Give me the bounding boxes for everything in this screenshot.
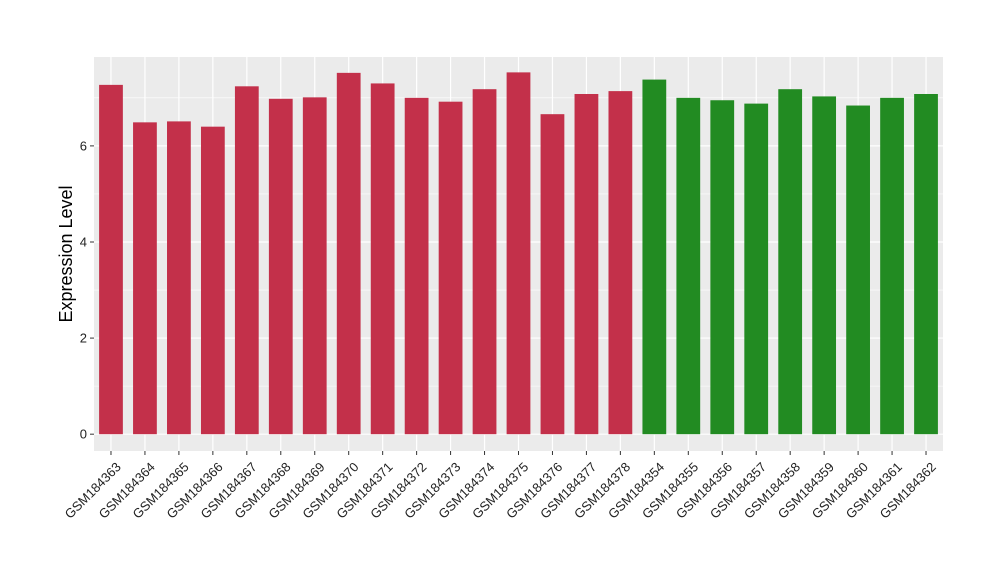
bar-gsm184373 bbox=[438, 101, 463, 435]
bar-gsm184365 bbox=[167, 121, 191, 435]
y-axis-label: Expression Level bbox=[56, 185, 76, 322]
bar-gsm184377 bbox=[574, 93, 599, 435]
bar-gsm184375 bbox=[506, 72, 531, 435]
bar-gsm184371 bbox=[370, 83, 395, 435]
bar-gsm184367 bbox=[234, 86, 259, 435]
bar-gsm184366 bbox=[200, 126, 225, 435]
bar-gsm184354 bbox=[642, 79, 667, 435]
bar-gsm184369 bbox=[302, 97, 327, 435]
bar-gsm184359 bbox=[812, 96, 837, 435]
bar-gsm184363 bbox=[99, 84, 123, 435]
y-axis: 0 2 4 6 bbox=[80, 138, 94, 442]
bar-gsm184360 bbox=[846, 105, 870, 435]
bars bbox=[99, 72, 938, 435]
bar-gsm184378 bbox=[608, 91, 633, 435]
bar-gsm184370 bbox=[336, 72, 361, 435]
bar-gsm184364 bbox=[133, 122, 157, 435]
bar-gsm184368 bbox=[268, 98, 293, 435]
y-tick-label: 2 bbox=[80, 331, 87, 346]
bar-gsm184362 bbox=[914, 93, 938, 435]
x-axis: GSM184363GSM184364GSM184365GSM184366GSM1… bbox=[62, 451, 939, 522]
y-tick-label: 6 bbox=[80, 138, 87, 153]
bar-gsm184376 bbox=[540, 114, 565, 435]
bar-gsm184361 bbox=[880, 97, 904, 435]
bar-gsm184356 bbox=[710, 100, 735, 435]
bar-gsm184358 bbox=[778, 89, 803, 435]
bar-gsm184372 bbox=[404, 97, 429, 435]
y-tick-label: 4 bbox=[80, 234, 87, 249]
y-tick-label: 0 bbox=[80, 427, 87, 442]
bar-gsm184357 bbox=[744, 103, 769, 435]
bar-gsm184355 bbox=[676, 97, 701, 435]
bar-gsm184374 bbox=[472, 89, 497, 435]
